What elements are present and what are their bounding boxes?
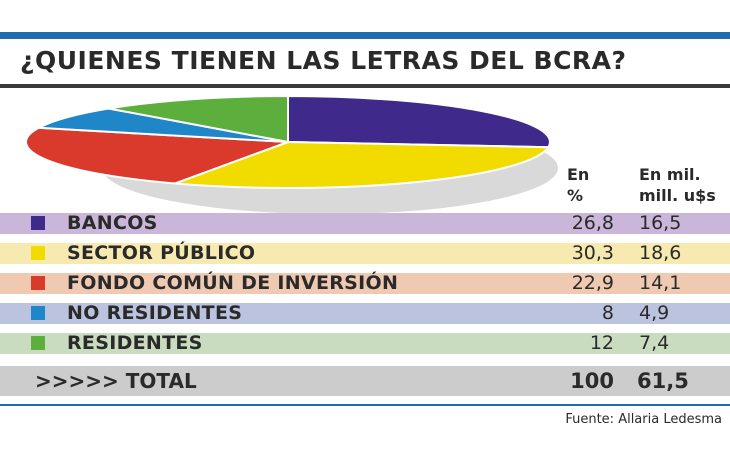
top-accent-bar — [0, 32, 730, 39]
row-value: 18,6 — [639, 242, 682, 264]
value-column-header: En mil. mill. u$s — [639, 164, 716, 206]
pie-chart — [25, 94, 558, 214]
pie-slice-1 — [287, 94, 551, 149]
source-note: Fuente: Allaria Ledesma — [565, 412, 722, 427]
row-pct: 26,8 — [571, 212, 614, 234]
row-label: FONDO COMÚN DE INVERSIÓN — [67, 272, 399, 294]
chart-title: ¿QUIENES TIENEN LAS LETRAS DEL BCRA? — [20, 46, 627, 75]
table-row: NO RESIDENTES 8 4,9 — [0, 303, 730, 324]
pie-slice-4 — [35, 107, 289, 143]
title-rule — [0, 84, 730, 88]
row-label: NO RESIDENTES — [67, 302, 243, 324]
pct-header-line2: % — [567, 186, 584, 205]
table-row: FONDO COMÚN DE INVERSIÓN 22,9 14,1 — [0, 273, 730, 294]
row-label: SECTOR PÚBLICO — [67, 242, 256, 264]
total-label: >>>>> TOTAL — [35, 369, 197, 393]
val-header-line1: En mil. — [639, 165, 701, 184]
row-value: 16,5 — [639, 212, 682, 234]
row-pct: 8 — [601, 302, 614, 324]
pie-slice-2 — [174, 140, 551, 189]
row-label: RESIDENTES — [67, 332, 203, 354]
row-value: 14,1 — [639, 272, 682, 294]
row-value: 7,4 — [639, 332, 670, 354]
total-pct: 100 — [570, 369, 614, 393]
total-value: 61,5 — [637, 369, 689, 393]
row-pct: 12 — [589, 332, 614, 354]
val-header-line2: mill. u$s — [639, 186, 716, 205]
table-row: SECTOR PÚBLICO 30,3 18,6 — [0, 243, 730, 264]
legend-swatch — [31, 216, 45, 230]
pie-slice-5 — [108, 94, 289, 144]
legend-swatch — [31, 246, 45, 260]
row-pct: 30,3 — [571, 242, 614, 264]
legend-swatch — [31, 336, 45, 350]
bottom-rule — [0, 404, 730, 406]
table-row: BANCOS 26,8 16,5 — [0, 213, 730, 234]
row-pct: 22,9 — [571, 272, 614, 294]
legend-swatch — [31, 306, 45, 320]
pie-slice-3 — [25, 126, 289, 185]
total-row: >>>>> TOTAL 100 61,5 — [0, 366, 730, 396]
legend-swatch — [31, 276, 45, 290]
pct-column-header: En % — [567, 164, 589, 206]
table-row: RESIDENTES 12 7,4 — [0, 333, 730, 354]
pct-header-line1: En — [567, 165, 590, 184]
row-label: BANCOS — [67, 212, 158, 234]
row-value: 4,9 — [639, 302, 670, 324]
